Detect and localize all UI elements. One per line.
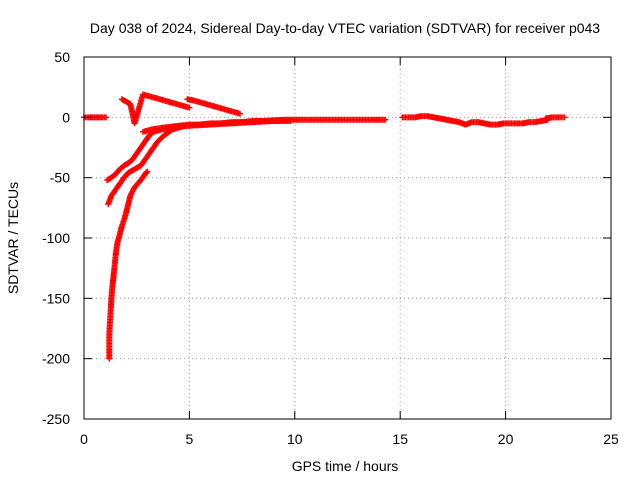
y-axis-label: SDTVAR / TECUs — [5, 182, 21, 294]
data-point — [103, 114, 110, 121]
series-arc-6 — [184, 96, 243, 117]
x-tick-label: 15 — [392, 431, 408, 447]
data-point — [186, 104, 193, 111]
data-point — [236, 110, 243, 117]
data-point — [561, 114, 568, 121]
y-tick-label: -50 — [50, 170, 70, 186]
series-arc-5 — [118, 91, 193, 127]
y-tick-label: -150 — [42, 290, 70, 306]
x-axis-label: GPS time / hours — [292, 458, 399, 474]
x-tick-label: 20 — [498, 431, 514, 447]
data-point — [382, 116, 389, 123]
data-point — [270, 117, 277, 124]
data-point — [144, 168, 151, 175]
series-arc-2 — [106, 168, 151, 362]
x-tick-label: 10 — [287, 431, 303, 447]
data-points — [81, 91, 568, 362]
y-tick-label: -100 — [42, 230, 70, 246]
chart-title: Day 038 of 2024, Sidereal Day-to-day VTE… — [90, 20, 600, 36]
y-tick-label: 50 — [54, 49, 70, 65]
x-tick-label: 5 — [186, 431, 194, 447]
series-arc-9 — [542, 114, 568, 122]
series-arc-8 — [399, 113, 551, 128]
y-tick-label: 0 — [62, 109, 70, 125]
data-point — [287, 117, 294, 124]
y-tick-label: -250 — [42, 411, 70, 427]
y-tick-label: -200 — [42, 351, 70, 367]
x-tick-label: 25 — [603, 431, 619, 447]
axis-ticks: 0 5 10 15 20 25 -250 -200 -150 -100 -50 0 50 — [42, 49, 619, 447]
data-point — [143, 169, 150, 176]
series-arc-7 — [140, 117, 277, 135]
x-tick-label: 0 — [80, 431, 88, 447]
